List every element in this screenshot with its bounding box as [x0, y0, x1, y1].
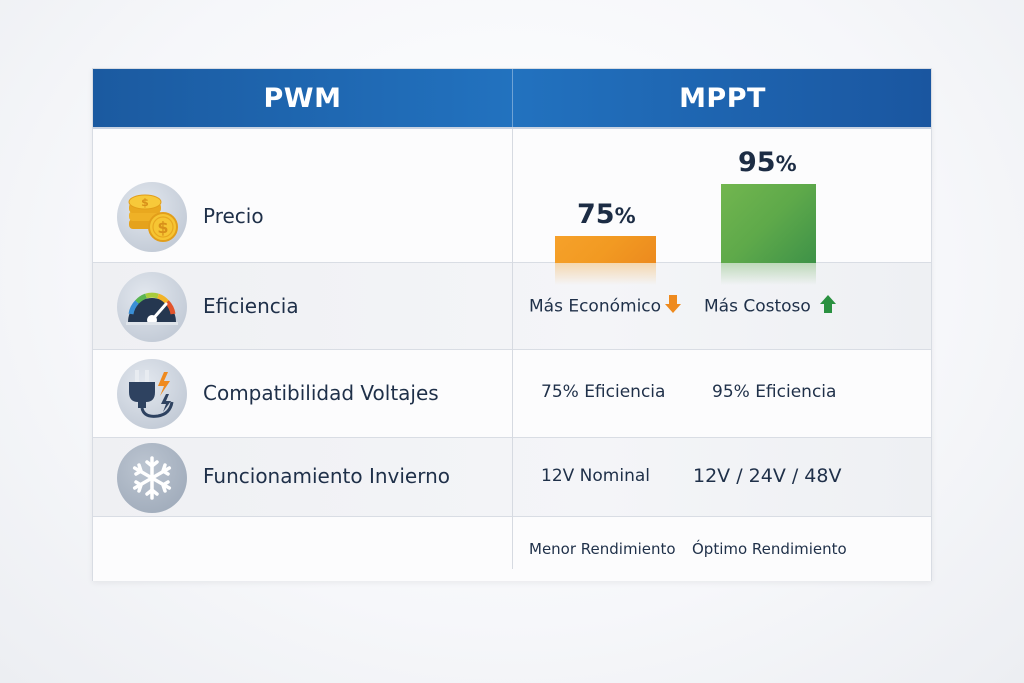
pwm-price-bar — [555, 236, 656, 263]
mppt-performance-value: Óptimo Rendimiento — [692, 540, 847, 558]
mppt-voltage-value: 12V / 24V / 48V — [693, 465, 842, 487]
mppt-price-bar — [721, 184, 816, 263]
header-pwm: PWM — [263, 82, 342, 114]
coins-icon: $ $ — [117, 182, 187, 252]
mppt-price-value: 95% — [738, 147, 797, 178]
row-label-compatibilidad: Compatibilidad Voltajes — [203, 381, 439, 405]
arrow-down-icon — [664, 294, 682, 319]
pwm-performance-value: Menor Rendimiento — [529, 540, 676, 558]
comparison-table: PWM MPPT $ $ P — [92, 68, 932, 581]
pwm-cost-value: Más Económico — [529, 294, 682, 319]
snowflake-icon — [117, 443, 187, 513]
green-bar-reflection — [721, 263, 816, 285]
pwm-efficiency-value: 75% Eficiencia — [541, 382, 666, 402]
table-header: PWM MPPT — [93, 69, 931, 129]
mppt-efficiency-value: 95% Eficiencia — [712, 382, 837, 402]
row-label-eficiencia: Eficiencia — [203, 294, 299, 318]
header-divider — [512, 69, 513, 127]
arrow-up-icon — [819, 294, 837, 319]
svg-text:$: $ — [141, 196, 149, 209]
row-label-invierno: Funcionamiento Invierno — [203, 464, 450, 488]
orange-bar-reflection — [555, 263, 656, 285]
speedometer-icon — [117, 272, 187, 342]
row-label-precio: Precio — [203, 204, 264, 228]
mppt-cost-value: Más Costoso — [704, 294, 837, 319]
pwm-voltage-value: 12V Nominal — [541, 466, 650, 486]
svg-text:$: $ — [157, 218, 168, 237]
plug-icon — [117, 359, 187, 429]
header-mppt: MPPT — [679, 82, 766, 114]
column-divider — [512, 129, 513, 569]
pwm-price-value: 75% — [577, 199, 636, 230]
